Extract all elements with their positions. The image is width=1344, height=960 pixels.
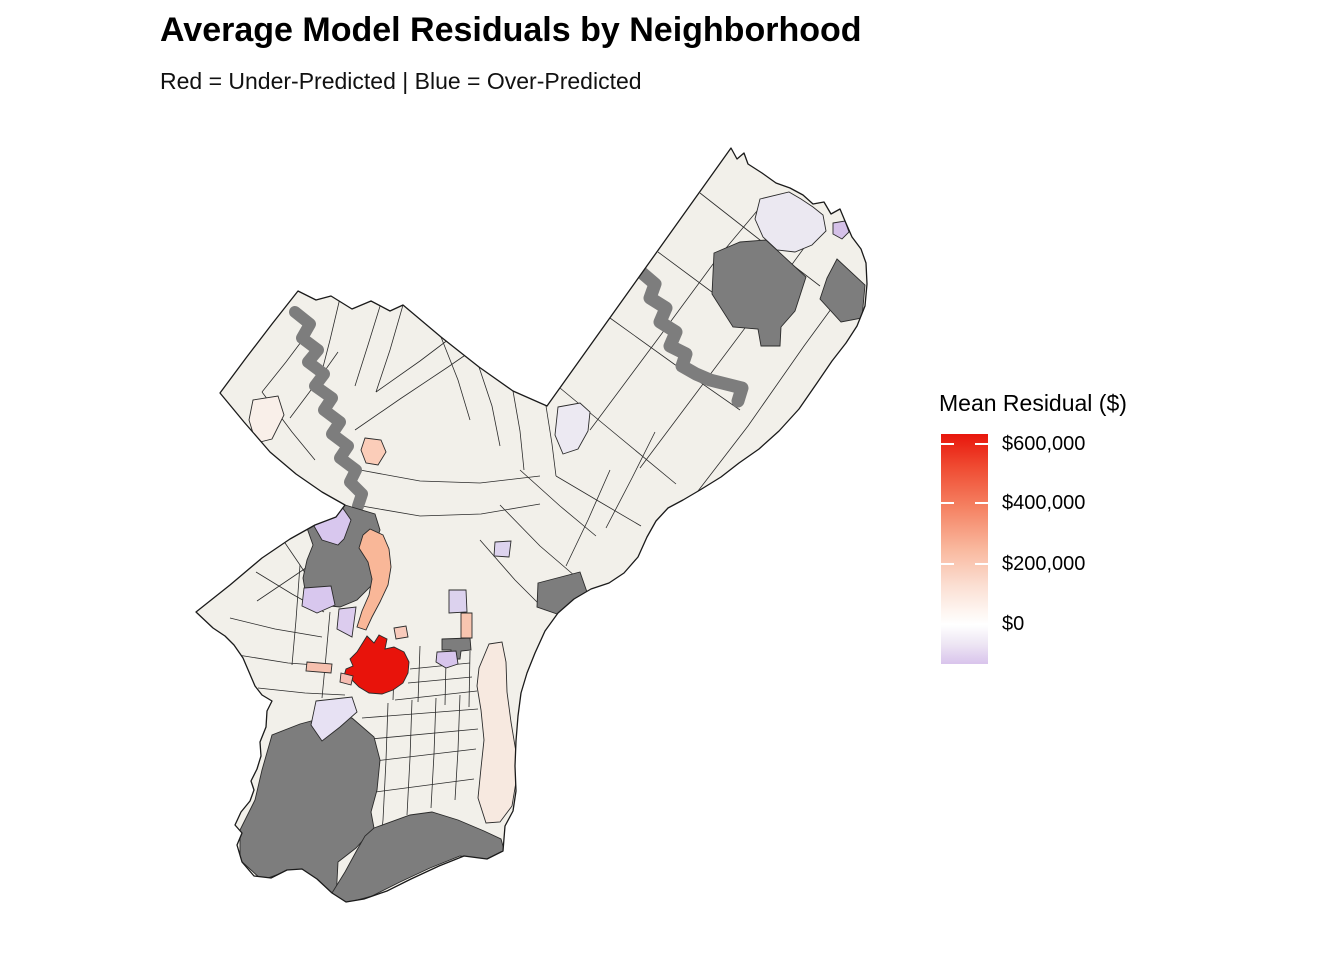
boundary-line — [519, 469, 597, 537]
boundary-line — [361, 708, 479, 719]
boundary-line — [359, 469, 541, 484]
legend-tick-label: $400,000 — [1002, 492, 1086, 514]
boundary-line — [555, 475, 642, 527]
region-beige-riverfront — [476, 641, 517, 824]
region-palelavender-sw — [310, 696, 358, 742]
boundary-line — [406, 699, 413, 816]
region-palepink-nw — [248, 395, 285, 444]
boundary-line — [468, 650, 471, 708]
boundary-line — [639, 225, 821, 469]
boundary-line — [454, 694, 461, 801]
boundary-line — [354, 302, 382, 387]
legend-tick — [941, 622, 954, 625]
boundary-line — [605, 431, 656, 529]
region-lavender-5 — [493, 540, 512, 558]
legend-tick-label: $0 — [1002, 612, 1025, 635]
region-palelavender-ne — [754, 191, 827, 253]
boundary-line — [499, 504, 576, 577]
region-pink-northphilly — [460, 612, 473, 639]
park-band-wissahickon — [289, 306, 368, 512]
region-lavender-3 — [336, 606, 357, 638]
region-high-residual-red — [343, 634, 410, 695]
legend-tick — [975, 442, 988, 445]
boundary-line — [545, 405, 557, 477]
region-lavender-4 — [448, 589, 468, 614]
legend-title: Mean Residual ($) — [939, 390, 1127, 416]
boundary-line — [367, 778, 475, 794]
boundary-line — [257, 687, 346, 696]
boundary-line — [291, 564, 301, 666]
boundary-line — [359, 728, 479, 741]
legend-tick — [941, 502, 954, 504]
park-band-pennypack — [634, 265, 749, 408]
boundary-line — [375, 304, 404, 393]
boundary-line — [589, 204, 763, 431]
boundary-line — [407, 676, 473, 684]
boundary-line — [440, 336, 471, 421]
boundary-line — [394, 690, 478, 701]
na-region-riverfront-ne — [819, 258, 866, 323]
region-pink-westphilly — [305, 661, 333, 674]
legend-tick-label: $600,000 — [1002, 432, 1086, 455]
boundary-line — [409, 662, 471, 670]
legend-tick — [975, 502, 988, 504]
region-lavender-2 — [301, 585, 336, 614]
map-regions — [239, 191, 866, 902]
boundary-line — [479, 539, 546, 611]
boundary-line — [321, 611, 331, 699]
region-salmon-nw — [360, 437, 387, 466]
legend: Mean Residual ($) $600,000 $400,000 $200,0… — [939, 390, 1179, 664]
legend-tick-label: $200,000 — [1002, 552, 1086, 575]
legend-gradient-bar — [941, 434, 988, 664]
na-park-bands — [289, 265, 749, 512]
plot-title: Average Model Residuals by Neighborhood — [160, 11, 862, 49]
legend-tick — [975, 622, 988, 625]
region-salmon-strip — [356, 528, 392, 631]
boundary-line — [229, 617, 323, 638]
boundary-line — [321, 297, 341, 372]
boundary-line — [355, 503, 541, 517]
boundary-line — [687, 289, 846, 505]
plot-subtitle: Red = Under-Predicted | Blue = Over-Pred… — [160, 68, 642, 94]
na-region-south-tip — [331, 811, 506, 902]
region-purple-small — [435, 650, 459, 669]
boundary-line — [512, 390, 525, 471]
na-region-airport-ne — [711, 239, 807, 347]
boundary-line — [478, 366, 501, 447]
region-palelavender-mid — [554, 402, 591, 455]
legend-tick — [941, 562, 954, 565]
boundary-line — [417, 645, 421, 703]
legend-tick — [975, 562, 988, 565]
boundary-line — [609, 317, 741, 411]
region-pink-above-red — [393, 625, 409, 640]
city-outline — [195, 147, 868, 903]
region-purple-ne-blob — [832, 220, 850, 240]
city-base — [196, 148, 867, 902]
boundary-line — [699, 192, 821, 287]
boundary-line — [565, 469, 611, 567]
legend-body: $600,000 $400,000 $200,000 $0 — [939, 428, 1179, 664]
legend-tick — [941, 442, 954, 445]
na-region-small-block — [441, 637, 472, 660]
region-pink-tab — [339, 672, 354, 686]
